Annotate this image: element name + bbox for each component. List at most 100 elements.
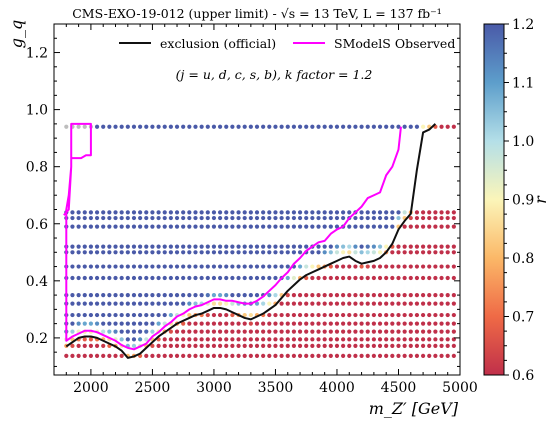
- grid-point: [433, 353, 438, 358]
- grid-point: [217, 301, 223, 306]
- grid-point: [427, 264, 432, 269]
- grid-point: [107, 353, 112, 358]
- x-tick-label: 3500: [258, 380, 294, 396]
- grid-point: [144, 312, 149, 318]
- grid-point: [427, 293, 432, 298]
- grid-point: [273, 353, 278, 358]
- grid-point: [174, 293, 180, 298]
- grid-point: [420, 343, 426, 348]
- grid-point: [131, 293, 137, 298]
- grid-point: [353, 343, 358, 348]
- grid-point: [254, 353, 260, 358]
- grid-point: [390, 215, 395, 221]
- grid-point: [107, 224, 112, 229]
- grid-point: [131, 312, 137, 318]
- grid-point: [150, 210, 155, 215]
- grid-point: [390, 210, 395, 215]
- grid-point: [359, 124, 364, 129]
- grid-point: [211, 321, 217, 326]
- grid-point: [316, 329, 321, 334]
- grid-point: [261, 215, 266, 221]
- grid-point: [396, 124, 401, 129]
- grid-point: [420, 353, 426, 358]
- y-tick-label: 0.6: [26, 217, 48, 233]
- grid-point: [347, 353, 352, 358]
- grid-point: [384, 353, 389, 358]
- grid-point: [119, 275, 124, 281]
- grid-point: [224, 312, 229, 318]
- grid-point: [254, 275, 260, 281]
- grid-point: [439, 250, 444, 255]
- grid-point: [390, 312, 395, 318]
- grid-point: [304, 337, 309, 342]
- grid-point: [279, 264, 284, 269]
- grid-point: [254, 244, 260, 249]
- grid-point: [205, 250, 210, 255]
- grid-point: [248, 224, 253, 229]
- grid-point: [138, 321, 143, 326]
- grid-point: [420, 329, 426, 334]
- grid-point: [310, 210, 315, 215]
- grid-point: [377, 275, 383, 281]
- grid-point: [107, 293, 112, 298]
- grid-point: [174, 244, 180, 249]
- grid-point: [150, 275, 155, 281]
- grid-point: [150, 215, 155, 221]
- grid-point: [113, 244, 118, 249]
- grid-point: [365, 353, 370, 358]
- grid-point: [291, 250, 297, 255]
- grid-point: [261, 337, 266, 342]
- grid-point: [291, 329, 297, 334]
- grid-point: [144, 244, 149, 249]
- grid-point: [242, 210, 247, 215]
- grid-point: [144, 124, 149, 129]
- grid-point: [402, 293, 407, 298]
- chart-annotation: (j = u, d, c, s, b), k factor = 1.2: [176, 67, 373, 82]
- grid-point: [427, 250, 432, 255]
- grid-point: [402, 337, 407, 342]
- grid-point: [187, 293, 192, 298]
- grid-point: [420, 321, 426, 326]
- grid-point: [359, 275, 364, 281]
- grid-point: [371, 343, 376, 348]
- grid-point: [427, 337, 432, 342]
- grid-point: [224, 264, 229, 269]
- grid-point: [384, 210, 389, 215]
- grid-point: [236, 215, 241, 221]
- grid-point: [328, 275, 333, 281]
- grid-point: [341, 343, 346, 348]
- grid-point: [433, 244, 438, 249]
- grid-point: [230, 337, 235, 342]
- grid-point: [353, 250, 358, 255]
- grid-point: [156, 275, 161, 281]
- grid-point: [187, 264, 192, 269]
- grid-point: [445, 301, 450, 306]
- grid-point: [377, 215, 383, 221]
- grid-point: [82, 250, 87, 255]
- grid-point: [88, 264, 94, 269]
- grid-point: [310, 293, 315, 298]
- grid-point: [451, 224, 456, 229]
- grid-point: [334, 215, 340, 221]
- grid-point: [131, 321, 137, 326]
- grid-point: [248, 250, 253, 255]
- grid-point: [285, 215, 290, 221]
- grid-point: [113, 321, 118, 326]
- grid-point: [101, 329, 106, 334]
- grid-point: [451, 210, 456, 215]
- grid-point: [82, 264, 87, 269]
- grid-point: [187, 215, 192, 221]
- grid-point: [217, 244, 223, 249]
- grid-point: [439, 343, 444, 348]
- grid-point: [279, 329, 284, 334]
- grid-point: [316, 337, 321, 342]
- grid-point: [328, 301, 333, 306]
- grid-point: [217, 124, 223, 129]
- grid-point: [377, 224, 383, 229]
- grid-point: [285, 312, 290, 318]
- grid-point: [82, 293, 87, 298]
- grid-point: [427, 301, 432, 306]
- grid-point: [267, 301, 272, 306]
- grid-point: [230, 312, 235, 318]
- grid-point: [384, 337, 389, 342]
